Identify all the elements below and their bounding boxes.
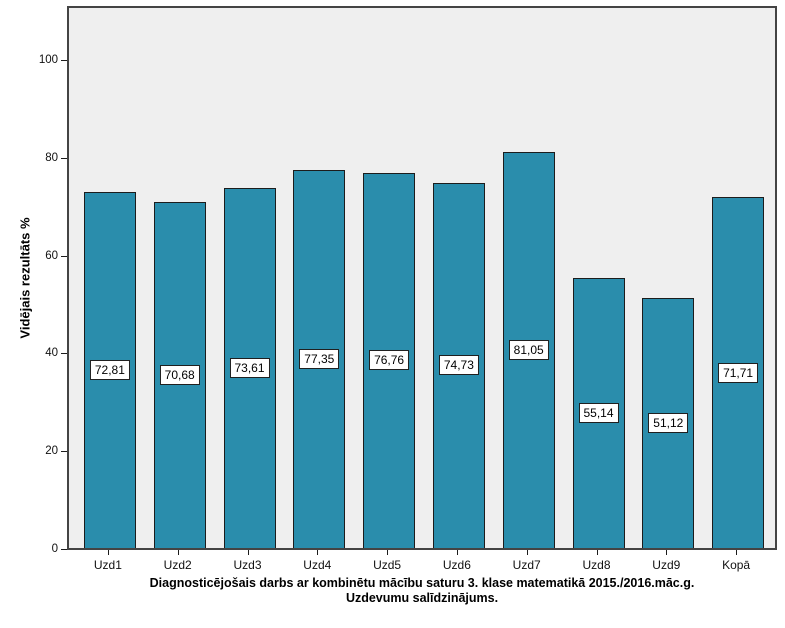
bar-Uzd2: 70,68 (153, 202, 206, 548)
bar-Uzd9: 51,12 (642, 298, 695, 548)
x-tick (666, 550, 668, 555)
x-category-label: Kopā (722, 558, 751, 572)
bar-Kopā: 71,71 (712, 197, 765, 548)
plot-area: 72,81 70,68 73,61 77,35 76,76 74,73 81,05 55,14… (67, 6, 777, 550)
x-category-label: Uzd9 (652, 558, 681, 572)
bar-value-label: 81,05 (508, 339, 549, 360)
y-tick (61, 451, 67, 453)
x-tick (107, 550, 109, 555)
caption-line-2: Uzdevumu salīdzinājums. (345, 591, 499, 605)
bar-Uzd6: 74,73 (432, 182, 485, 548)
bar-Uzd1: 72,81 (83, 191, 136, 548)
bar-value-label: 77,35 (299, 348, 340, 369)
y-tick (61, 60, 67, 61)
y-tick-label: 0 (51, 543, 58, 555)
x-category-label: Uzd7 (512, 558, 541, 572)
bar-value-label: 71,71 (718, 362, 759, 383)
x-category-label: Uzd8 (582, 558, 611, 572)
bar-value-label: 70,68 (159, 365, 200, 386)
x-tick (456, 550, 458, 555)
y-tick (61, 255, 67, 257)
bar-value-label: 55,14 (578, 403, 619, 424)
x-category-label: Uzd3 (233, 558, 262, 572)
x-tick (736, 550, 738, 555)
x-tick (596, 550, 598, 555)
bar-value-label: 76,76 (369, 350, 410, 371)
y-tick-label: 80 (45, 151, 58, 164)
y-tick (61, 157, 67, 159)
bar-Uzd5: 76,76 (363, 172, 416, 548)
bar-Uzd3: 73,61 (223, 188, 276, 548)
x-category-label: Uzd5 (373, 558, 402, 572)
y-axis-title: Vidējais rezultāts % (17, 217, 33, 339)
x-tick (317, 550, 319, 555)
bar-Uzd8: 55,14 (572, 278, 625, 548)
x-category-label: Uzd1 (93, 558, 122, 572)
y-tick-label: 40 (45, 347, 58, 360)
x-tick (177, 550, 179, 555)
x-tick (247, 550, 249, 555)
bar-Uzd7: 81,05 (502, 151, 555, 548)
bar-value-label: 74,73 (438, 355, 479, 376)
x-tick (526, 550, 528, 555)
bar-Uzd4: 77,35 (293, 169, 346, 548)
x-category-label: Uzd2 (163, 558, 192, 572)
y-tick-label: 20 (45, 445, 58, 458)
bar-value-label: 51,12 (648, 413, 689, 434)
x-tick (387, 550, 389, 555)
caption-line-1: Diagnosticējošais darbs ar kombinētu māc… (149, 576, 695, 590)
y-tick (61, 353, 67, 355)
y-tick-label: 100 (38, 54, 58, 66)
bar-value-label: 72,81 (89, 359, 130, 380)
y-tick (61, 549, 67, 550)
chart-caption: Diagnosticējošais darbs ar kombinētu māc… (67, 576, 777, 606)
bar-value-label: 73,61 (229, 358, 270, 379)
y-tick-label: 60 (45, 249, 58, 262)
x-category-label: Uzd4 (303, 558, 332, 572)
x-category-label: Uzd6 (442, 558, 471, 572)
